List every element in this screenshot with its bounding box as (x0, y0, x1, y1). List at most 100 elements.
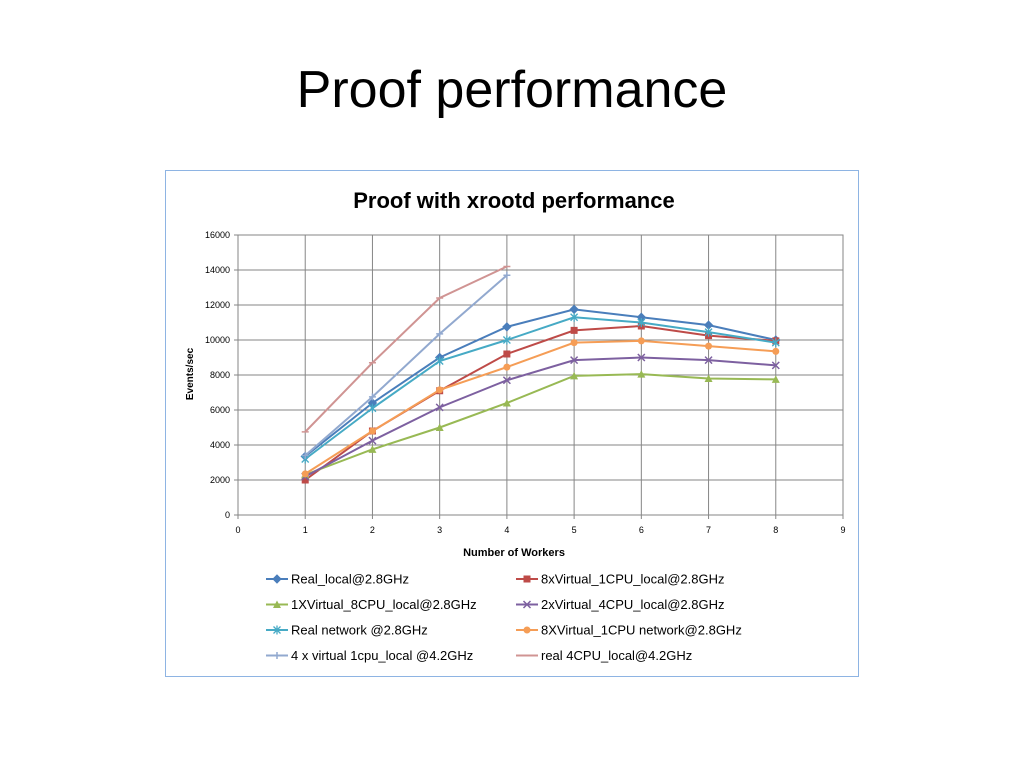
data-point (637, 337, 645, 345)
legend-label: Real_local@2.8GHz (291, 572, 409, 587)
data-point (368, 393, 376, 401)
data-point (570, 371, 579, 380)
y-tick-label: 14000 (205, 265, 230, 275)
data-point (301, 470, 309, 478)
data-point (569, 304, 579, 315)
data-point (368, 403, 377, 413)
data-point (503, 271, 511, 279)
chart-axes: 0 2000 4000 6000 8000 10000 12000 14000 16000 0 1 2… (205, 230, 846, 535)
x-tick-label: 0 (235, 525, 240, 535)
data-point (273, 625, 281, 635)
y-tick-label: 2000 (210, 475, 230, 485)
data-point (435, 403, 444, 412)
data-point (637, 318, 646, 327)
x-tick-label: 8 (773, 525, 778, 535)
data-point (523, 626, 531, 634)
data-point (570, 339, 578, 347)
data-point (435, 423, 444, 431)
chart-series (300, 265, 781, 484)
data-point (502, 399, 511, 407)
data-point (301, 476, 309, 484)
data-point (772, 347, 780, 355)
legend-item: Real_local@2.8GHz (266, 572, 409, 587)
data-point (435, 356, 444, 366)
y-tick-label: 6000 (210, 405, 230, 415)
data-point (570, 312, 579, 322)
data-point (436, 386, 444, 394)
data-point (771, 361, 780, 370)
data-point (502, 376, 511, 385)
x-tick-label: 4 (504, 525, 509, 535)
series-line (304, 308, 776, 458)
chart-grid (237, 234, 844, 516)
data-point (368, 436, 377, 445)
legend-item: real 4CPU_local@4.2GHz (516, 648, 692, 663)
data-point (704, 356, 713, 365)
x-tick-label: 1 (303, 525, 308, 535)
legend-item: 8xVirtual_1CPU_local@2.8GHz (516, 572, 725, 587)
legend-item: 2xVirtual_4CPU_local@2.8GHz (516, 597, 725, 612)
y-tick-label: 0 (225, 510, 230, 520)
y-tick-label: 10000 (205, 335, 230, 345)
legend-label: 8xVirtual_1CPU_local@2.8GHz (541, 572, 725, 587)
series-line (304, 373, 776, 476)
x-axis-label: Number of Workers (463, 547, 565, 559)
legend-label: 8XVirtual_1CPU network@2.8GHz (541, 623, 742, 638)
series-7 (301, 271, 511, 459)
legend-label: 1XVirtual_8CPU_local@2.8GHz (291, 597, 477, 612)
data-point (272, 574, 282, 584)
series-line (304, 274, 508, 457)
legend-label: real 4CPU_local@4.2GHz (541, 648, 692, 663)
x-tick-label: 6 (639, 525, 644, 535)
y-tick-label: 12000 (205, 300, 230, 310)
data-point (570, 356, 579, 365)
chart-legend: Real_local@2.8GHz 8xVirtual_1CPU_local@2.… (266, 572, 742, 663)
data-point (771, 375, 780, 383)
data-point (570, 326, 578, 334)
y-axis-label: Events/sec (185, 347, 196, 400)
data-point (637, 353, 646, 362)
legend-label: 2xVirtual_4CPU_local@2.8GHz (541, 597, 725, 612)
series-4 (301, 353, 780, 481)
data-point (523, 575, 531, 583)
data-point (705, 342, 713, 350)
data-point (771, 338, 780, 348)
x-tick-label: 3 (437, 525, 442, 535)
data-point (637, 370, 646, 378)
legend-label: 4 x virtual 1cpu_local @4.2GHz (291, 648, 473, 663)
y-tick-label: 8000 (210, 370, 230, 380)
data-point (502, 335, 511, 345)
x-tick-label: 2 (370, 525, 375, 535)
slide-title: Proof performance (296, 61, 728, 119)
data-point (503, 363, 511, 371)
y-tick-label: 16000 (205, 230, 230, 240)
data-point (436, 330, 444, 338)
data-point (502, 322, 512, 332)
data-point (301, 452, 309, 459)
x-tick-label: 7 (706, 525, 711, 535)
data-point (368, 445, 377, 453)
legend-item: 8XVirtual_1CPU network@2.8GHz (516, 623, 742, 638)
legend-item: 4 x virtual 1cpu_local @4.2GHz (266, 648, 473, 663)
legend-item: Real network @2.8GHz (266, 623, 428, 638)
chart-frame: Proof with xrootd performance 0 2000 4000 6… (165, 170, 859, 677)
series-line (304, 356, 776, 478)
y-tick-label: 4000 (210, 440, 230, 450)
data-point (522, 600, 532, 609)
data-point (273, 600, 281, 608)
x-tick-label: 9 (840, 525, 845, 535)
data-point (368, 427, 376, 435)
series-line (304, 316, 776, 460)
data-point (704, 374, 713, 382)
series-8 (301, 265, 511, 433)
legend-label: Real network @2.8GHz (291, 623, 428, 638)
data-point (503, 350, 511, 358)
series-line (304, 339, 776, 475)
x-tick-label: 5 (572, 525, 577, 535)
legend-item: 1XVirtual_8CPU_local@2.8GHz (266, 597, 477, 612)
series-6 (301, 337, 780, 478)
line-chart: Proof with xrootd performance 0 2000 4000 6… (185, 188, 846, 663)
chart-title: Proof with xrootd performance (353, 188, 674, 213)
data-point (273, 652, 281, 659)
data-point (704, 327, 713, 337)
